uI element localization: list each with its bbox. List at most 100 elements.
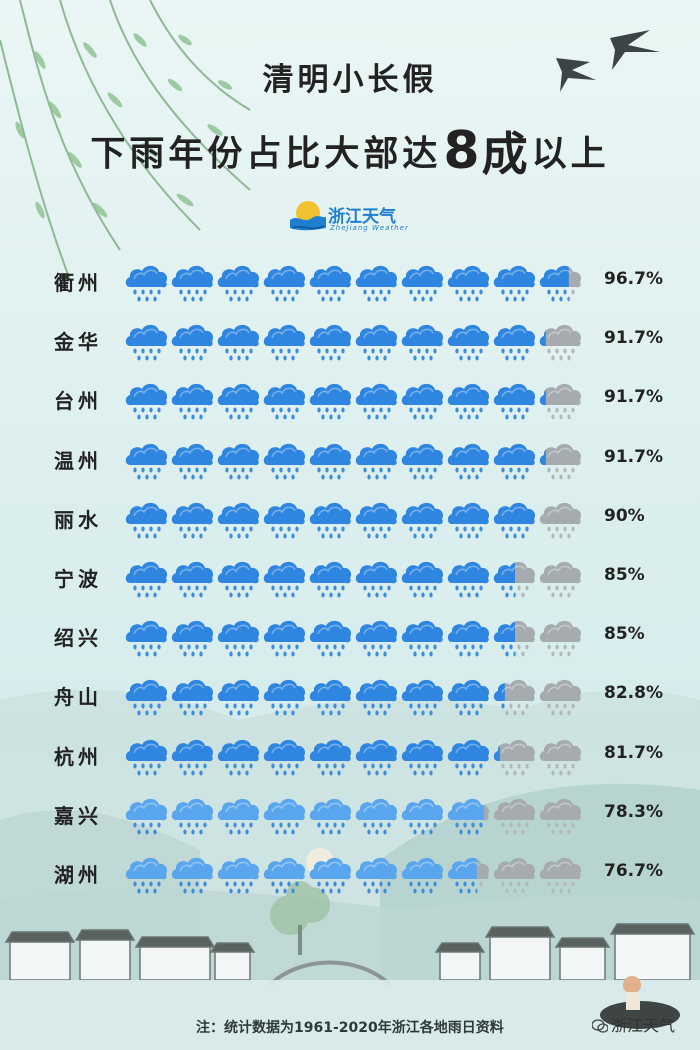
rain-cloud-icon	[539, 621, 582, 657]
rain-cloud-icon	[125, 325, 168, 361]
rain-cloud-icon	[355, 739, 398, 775]
title-part-b: 8	[443, 121, 480, 181]
rain-cloud-icon	[217, 857, 260, 894]
icon-strip	[125, 680, 582, 716]
value-label: 85%	[604, 565, 645, 585]
rain-cloud-icon	[401, 443, 444, 479]
rain-cloud-icon	[263, 680, 306, 716]
rain-cloud-icon	[309, 621, 352, 657]
rain-cloud-icon	[217, 443, 260, 479]
value-label: 85%	[604, 624, 645, 645]
rain-cloud-icon	[217, 265, 260, 302]
rain-cloud-icon	[493, 739, 536, 775]
rain-cloud-icon	[171, 621, 214, 657]
zhejiang-weather-logo: 浙江天气 ZheJiang Weather	[290, 198, 410, 238]
rain-cloud-icon	[493, 680, 536, 716]
rain-cloud-icon	[171, 384, 214, 420]
rain-cloud-icon	[539, 325, 582, 361]
wechat-icon	[592, 1019, 608, 1033]
rain-cloud-icon	[217, 680, 260, 716]
rain-cloud-icon	[125, 621, 168, 657]
icon-strip	[125, 325, 582, 361]
rain-cloud-icon	[401, 325, 444, 361]
rain-cloud-icon	[447, 265, 490, 302]
rain-cloud-icon	[263, 561, 306, 598]
rain-cloud-icon	[401, 561, 444, 598]
chart-row: 金华 91.7%	[0, 314, 700, 366]
rain-cloud-icon	[539, 502, 582, 539]
chart-row: 台州 91.7%	[0, 373, 700, 425]
rain-cloud-icon	[401, 621, 444, 657]
rain-cloud-icon	[355, 857, 398, 894]
rain-cloud-icon	[355, 621, 398, 657]
rain-cloud-icon	[401, 502, 444, 539]
category-label: 温州	[54, 448, 102, 473]
value-label: 81.7%	[604, 742, 663, 763]
rain-cloud-icon	[355, 798, 398, 835]
rain-cloud-icon	[493, 443, 536, 479]
rain-cloud-icon	[217, 798, 260, 835]
category-label: 湖州	[54, 863, 102, 887]
rain-cloud-icon	[263, 384, 306, 420]
rain-cloud-icon	[171, 502, 214, 539]
category-label: 舟山	[54, 685, 102, 710]
value-label: 90%	[604, 505, 645, 526]
rain-cloud-icon	[355, 443, 398, 479]
rain-cloud-icon	[125, 265, 168, 302]
rain-cloud-icon	[263, 265, 306, 302]
willow-branches-icon	[0, 0, 251, 281]
watermark: 浙江天气	[592, 1012, 675, 1036]
category-label: 绍兴	[54, 626, 102, 651]
rain-cloud-icon	[539, 443, 582, 479]
chart-row: 嘉兴 78.3%	[0, 788, 700, 840]
icon-strip	[125, 443, 582, 479]
rain-cloud-icon	[539, 384, 582, 420]
rain-cloud-icon	[355, 561, 398, 598]
rain-cloud-icon	[355, 265, 398, 302]
rain-cloud-icon	[263, 857, 306, 894]
rain-cloud-icon	[309, 798, 352, 835]
category-label: 丽水	[54, 507, 102, 532]
rain-cloud-icon	[309, 384, 352, 420]
rain-cloud-icon	[217, 384, 260, 420]
rain-cloud-icon	[171, 443, 214, 479]
logo-name: 浙江天气	[328, 207, 396, 227]
rain-cloud-icon	[539, 265, 582, 302]
rain-cloud-icon	[447, 798, 490, 835]
rain-cloud-icon	[309, 265, 352, 302]
footnote: 注：统计数据为1961-2020年浙江各地雨日资料	[196, 1020, 504, 1036]
rain-cloud-icon	[171, 265, 214, 302]
rain-cloud-icon	[125, 680, 168, 716]
category-label: 台州	[54, 389, 102, 414]
chart-row: 绍兴 85%	[0, 610, 700, 662]
rain-cloud-icon	[217, 325, 260, 361]
rain-cloud-icon	[309, 739, 352, 775]
icon-strip	[125, 502, 582, 539]
value-label: 78.3%	[604, 801, 663, 822]
rain-cloud-icon	[355, 384, 398, 420]
category-label: 杭州	[54, 744, 102, 769]
rain-cloud-icon	[171, 561, 214, 598]
rain-cloud-icon	[217, 502, 260, 539]
rain-cloud-icon	[217, 561, 260, 598]
rain-cloud-icon	[539, 680, 582, 716]
rain-cloud-icon	[263, 325, 306, 361]
value-label: 76.7%	[604, 861, 663, 881]
rain-cloud-icon	[401, 798, 444, 835]
chart-row: 杭州 81.7%	[0, 729, 700, 781]
rain-cloud-icon	[447, 680, 490, 716]
title-part-a: 下雨年份占比大部达	[90, 134, 442, 175]
rain-cloud-icon	[171, 680, 214, 716]
buffalo-rider-icon	[600, 976, 680, 1029]
rain-cloud-icon	[263, 443, 306, 479]
chart-row: 湖州 76.7%	[0, 847, 700, 899]
rain-cloud-icon	[401, 857, 444, 894]
rain-cloud-icon	[539, 561, 582, 598]
value-label: 82.8%	[604, 683, 663, 704]
category-label: 宁波	[54, 567, 102, 591]
icon-strip	[125, 857, 582, 894]
chart-row: 宁波 85%	[0, 551, 700, 603]
rain-cloud-icon	[493, 265, 536, 302]
rain-cloud-icon	[171, 739, 214, 775]
